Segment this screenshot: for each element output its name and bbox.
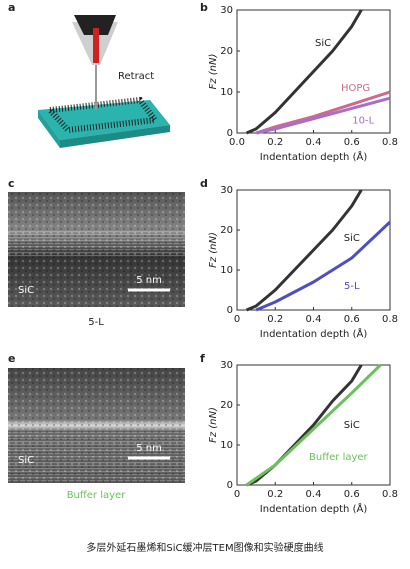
y-axis-label: Fz (nN): [208, 407, 219, 443]
data-line: [245, 363, 382, 487]
panel-label: b: [200, 1, 208, 14]
series-label: Buffer layer: [309, 452, 369, 463]
y-axis-label: Fz (nN): [208, 54, 219, 90]
data-line: [245, 364, 363, 487]
data-line: [245, 9, 363, 135]
x-tick-label: 0.6: [344, 314, 360, 325]
y-tick-label: 10: [220, 265, 233, 276]
panel-label: d: [200, 177, 208, 190]
scale-bar-label: 5 nm: [136, 443, 162, 454]
x-tick-label: 0.4: [306, 137, 322, 148]
series-label: HOPG: [341, 83, 370, 94]
panel-label: a: [8, 1, 15, 14]
image-label: SiC: [18, 455, 34, 466]
x-tick-label: 0.4: [306, 314, 322, 325]
panel-label: f: [200, 352, 205, 365]
y-tick-label: 30: [220, 185, 233, 196]
y-tick-label: 10: [220, 440, 233, 451]
x-tick-label: 0.2: [267, 137, 283, 148]
x-tick-label: 0.6: [344, 137, 360, 148]
panel-label: c: [8, 177, 15, 190]
x-axis-label: Indentation depth (Å): [260, 150, 368, 163]
x-tick-label: 0.6: [344, 489, 360, 500]
x-tick-label: 0.8: [382, 137, 398, 148]
x-tick-label: 0: [234, 489, 240, 500]
x-axis-label: Indentation depth (Å): [260, 502, 368, 515]
x-tick-label: 0.8: [382, 314, 398, 325]
x-tick-label: 0.2: [267, 314, 283, 325]
y-tick-label: 0: [227, 480, 233, 491]
data-line: [255, 96, 391, 135]
scale-bar-label: 5 nm: [136, 275, 162, 286]
panel-label: e: [8, 352, 15, 365]
y-tick-label: 30: [220, 360, 233, 371]
x-tick-label: 0.8: [382, 489, 398, 500]
y-tick-label: 20: [220, 46, 233, 57]
x-tick-label: 0: [234, 314, 240, 325]
y-tick-label: 10: [220, 87, 233, 98]
data-line: [255, 220, 392, 312]
image-caption: Buffer layer: [67, 490, 127, 501]
x-axis-label: Indentation depth (Å): [260, 327, 368, 340]
y-tick-label: 20: [220, 400, 233, 411]
image-label: SiC: [18, 285, 34, 296]
series-label: SiC: [344, 420, 360, 431]
tem-image-c: [8, 192, 185, 307]
data-line: [245, 189, 363, 312]
series-label: 10-L: [352, 116, 374, 127]
series-label: SiC: [344, 233, 360, 244]
y-axis-label: Fz (nN): [208, 232, 219, 268]
series-label: SiC: [315, 38, 331, 49]
afm-illustration: [38, 15, 170, 148]
image-caption: 5-L: [88, 317, 104, 328]
x-tick-label: 0.2: [267, 489, 283, 500]
x-tick-label: 0.4: [306, 489, 322, 500]
y-tick-label: 0: [227, 305, 233, 316]
x-tick-label: 0.0: [229, 137, 245, 148]
tem-image-e: [8, 368, 185, 483]
series-label: 5-L: [344, 281, 360, 292]
retract-label: Retract: [118, 71, 154, 82]
y-tick-label: 20: [220, 225, 233, 236]
y-tick-label: 0: [227, 128, 233, 139]
figure-caption: 多层外延石墨烯和SiC缓冲层TEM图像和实验硬度曲线: [86, 541, 323, 554]
y-tick-label: 30: [220, 5, 233, 16]
